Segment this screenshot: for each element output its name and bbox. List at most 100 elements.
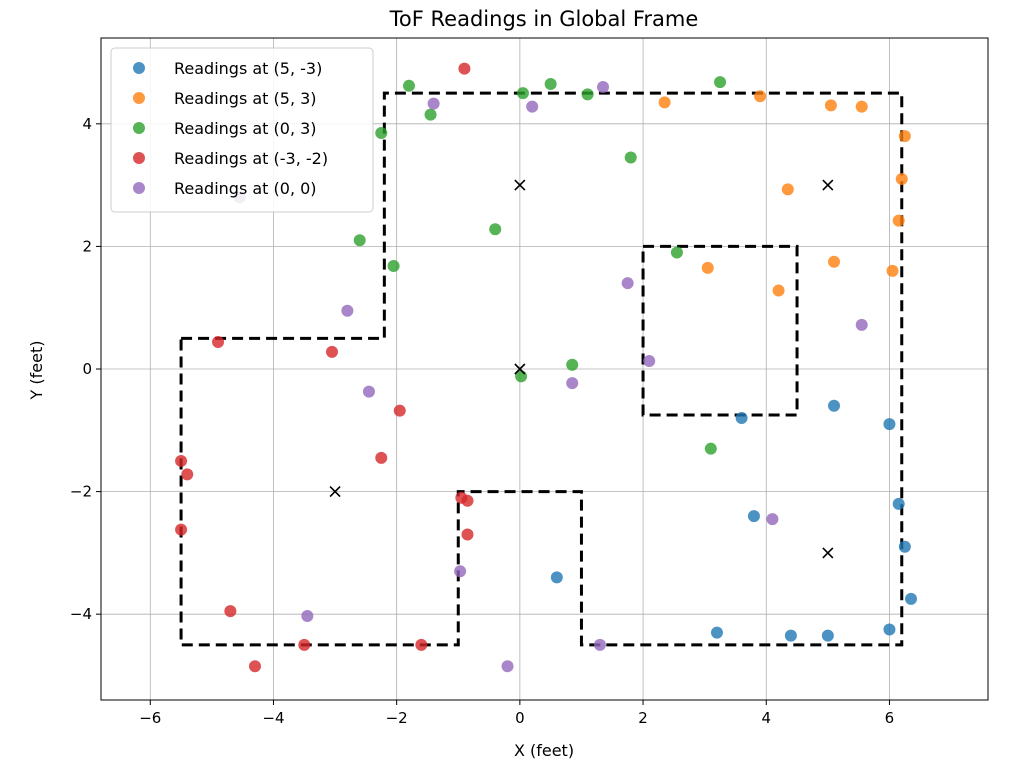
scatter-point-series-3	[375, 451, 388, 464]
scatter-point-series-2	[353, 234, 366, 247]
scatter-point-series-0	[883, 623, 896, 636]
scatter-point-series-4	[855, 318, 868, 331]
boundary-outer	[179, 91, 904, 647]
scatter-point-series-3	[248, 660, 261, 673]
scatter-point-series-4	[526, 100, 539, 113]
y-tick-label: 2	[82, 237, 92, 255]
scatter-point-series-4	[621, 277, 634, 290]
scatter-point-series-1	[855, 100, 868, 113]
scatter-point-series-3	[175, 454, 188, 467]
scatter-point-series-3	[458, 62, 471, 75]
scatter-point-series-0	[828, 399, 841, 412]
scatter-point-series-4	[301, 610, 314, 623]
x-tick-label: −2	[386, 709, 408, 727]
legend-label: Readings at (0, 3)	[174, 119, 317, 138]
scatter-point-series-4	[341, 304, 354, 317]
scatter-point-series-3	[461, 528, 474, 541]
scatter-point-series-2	[714, 76, 727, 89]
scatter-point-series-4	[597, 81, 610, 94]
legend-label: Readings at (-3, -2)	[174, 149, 328, 168]
legend-marker	[133, 62, 145, 74]
x-tick-label: 4	[761, 709, 771, 727]
legend-marker	[133, 92, 145, 104]
scatter-point-series-2	[581, 88, 594, 101]
scatter-point-series-0	[883, 418, 896, 431]
scatter-point-series-1	[772, 284, 785, 297]
scatter-point-series-2	[566, 358, 579, 371]
scatter-point-series-3	[393, 404, 406, 417]
scatter-point-series-2	[624, 151, 637, 164]
x-tick-label: 6	[885, 709, 895, 727]
scatter-point-series-1	[701, 261, 714, 274]
scatter-point-series-3	[415, 638, 428, 651]
scatter-point-series-3	[461, 494, 474, 507]
scatter-point-series-3	[325, 345, 338, 358]
x-tick-label: −6	[139, 709, 161, 727]
scatter-point-series-4	[427, 97, 440, 110]
pose-markers	[329, 179, 834, 559]
y-tick-label: −4	[70, 605, 92, 623]
scatter-point-series-0	[550, 571, 563, 584]
scatter-point-series-2	[387, 260, 400, 273]
scatter-point-series-1	[781, 183, 794, 196]
x-marker	[822, 179, 834, 191]
scatter-point-series-4	[766, 513, 779, 526]
scatter-point-series-2	[402, 79, 415, 92]
axis-ticks: −6 −4 −2 0 2 4 6 −4 −2 0 2 4	[70, 115, 894, 727]
scatter-point-series-2	[424, 108, 437, 121]
legend-marker	[133, 152, 145, 164]
x-marker	[514, 179, 526, 191]
scatter-point-series-0	[898, 540, 911, 553]
scatter-point-series-4	[593, 638, 606, 651]
scatter-point-series-0	[821, 629, 834, 642]
y-axis-label: Y (feet)	[27, 341, 46, 401]
map-boundary	[179, 91, 904, 647]
scatter-point-series-0	[784, 629, 797, 642]
scatter-point-series-2	[704, 442, 717, 455]
scatter-point-series-4	[566, 377, 579, 390]
scatter-point-series-1	[824, 99, 837, 112]
legend-label: Readings at (5, -3)	[174, 59, 322, 78]
scatter-point-series-3	[224, 605, 237, 618]
scatter-point-series-2	[544, 77, 557, 90]
y-tick-label: 0	[82, 360, 92, 378]
data-points	[175, 62, 918, 673]
scatter-point-series-3	[175, 523, 188, 536]
scatter-point-series-1	[828, 255, 841, 268]
scatter-point-series-3	[181, 468, 194, 481]
scatter-point-series-1	[754, 90, 767, 103]
scatter-point-series-4	[454, 565, 467, 578]
scatter-point-series-1	[886, 264, 899, 277]
legend-label: Readings at (5, 3)	[174, 89, 317, 108]
scatter-point-series-0	[735, 412, 748, 425]
scatter-point-series-2	[489, 223, 502, 236]
scatter-point-series-0	[710, 626, 723, 639]
x-tick-label: 0	[515, 709, 525, 727]
scatter-point-series-2	[516, 87, 529, 100]
legend-marker	[133, 182, 145, 194]
scatter-point-series-1	[898, 130, 911, 143]
scatter-point-series-1	[892, 214, 905, 227]
x-axis-label: X (feet)	[514, 741, 574, 760]
scatter-point-series-0	[892, 497, 905, 510]
scatter-point-series-4	[643, 355, 656, 368]
x-marker	[514, 363, 526, 375]
scatter-point-series-2	[375, 127, 388, 140]
x-tick-label: 2	[638, 709, 648, 727]
y-tick-label: −2	[70, 483, 92, 501]
scatter-point-series-1	[895, 172, 908, 185]
legend-label: Readings at (0, 0)	[174, 179, 317, 198]
scatter-point-series-0	[747, 510, 760, 523]
scatter-point-series-4	[501, 660, 514, 673]
boundary-inner	[641, 244, 799, 417]
legend-box	[110, 47, 374, 213]
x-marker	[329, 486, 341, 498]
scatter-point-series-2	[670, 246, 683, 259]
scatter-point-series-1	[658, 96, 671, 109]
scatter-point-series-0	[905, 592, 918, 605]
x-tick-label: −4	[262, 709, 284, 727]
y-tick-label: 4	[82, 115, 92, 133]
x-marker	[822, 547, 834, 559]
scatter-point-series-3	[212, 336, 225, 349]
